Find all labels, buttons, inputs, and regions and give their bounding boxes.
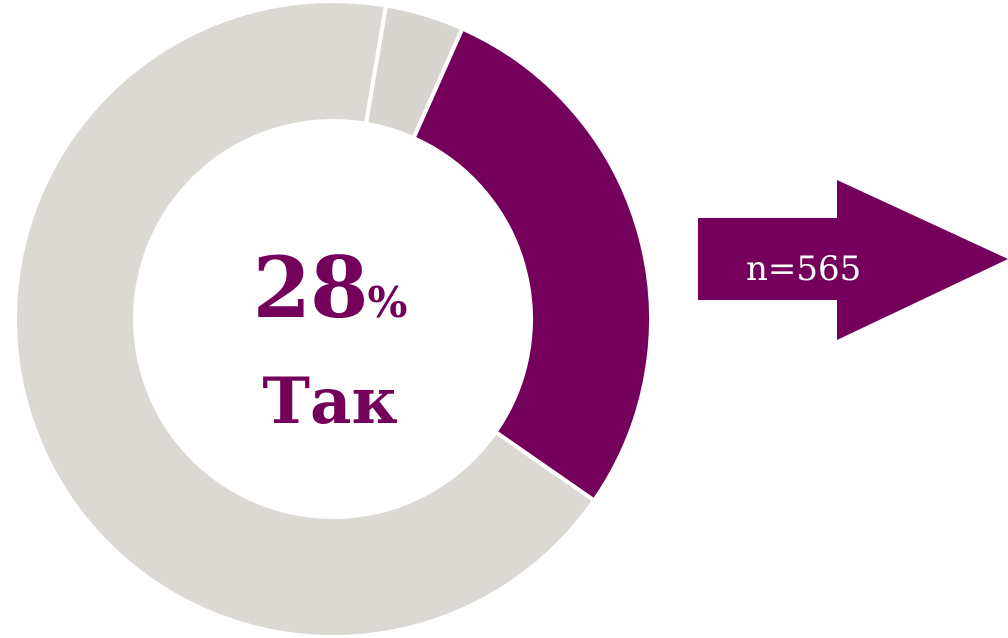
center-percentage: 28% — [180, 238, 480, 353]
donut-slice-0 — [410, 25, 653, 504]
sample-size-label: n=565 — [746, 249, 862, 289]
center-value: 28 — [252, 238, 369, 337]
center-unit: % — [367, 278, 408, 327]
arrow-shape — [698, 180, 1008, 340]
donut-slice-2 — [363, 3, 465, 141]
donut-slice-1 — [13, 0, 597, 638]
center-answer-label: Так — [262, 364, 398, 439]
